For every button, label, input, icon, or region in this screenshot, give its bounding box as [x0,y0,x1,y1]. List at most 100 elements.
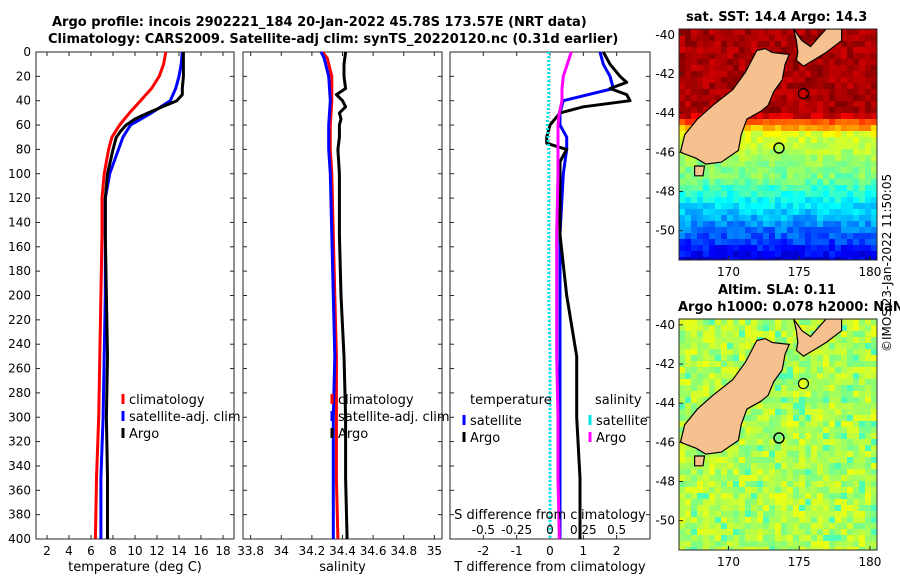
figure-title-line2: Climatology: CARS2009. Satellite-adj cli… [48,32,619,47]
difference-xtick-label: 0 [546,544,554,558]
sst-map-frame [678,28,878,261]
difference-legend: temperature satellite Argo salinity satellit… [454,393,648,537]
sst-map-panel: 170 175 180 -40 -42 -44 -46 -48 -50 [655,28,881,279]
legend-item: climatology [338,393,414,408]
temperature-series-climatology [93,51,168,540]
ytick-label: 60 [16,118,31,132]
temperature-xlabel: temperature (deg C) [68,560,202,575]
difference-xtick-label: 1 [580,544,588,558]
figure-title-line1: Argo profile: incois 2902221_184 20-Jan-… [52,15,587,30]
ytick-label: 400 [8,532,31,546]
sla-map-xtick-label: 180 [858,555,881,569]
difference-xtick-label: 2 [613,544,621,558]
legend-item: climatology [129,393,205,408]
temperature-legend: climatology satellite-adj. clim Argo [121,393,241,442]
salinity-axis-label: S difference from climatology [454,508,646,523]
argo-position-marker [773,142,785,154]
south-island-land [679,337,791,455]
legend-item: satellite-adj. clim [338,410,450,425]
salinity-xtick-label: 33.8 [237,544,264,558]
contour-ring [797,88,810,100]
difference-series-salinity-argo [555,51,573,540]
temperature-series-satellite-adj-clim [99,51,184,539]
argo-position-marker [773,432,785,444]
legend-item: satellite [470,414,522,429]
salinity-xtick-label: 34.6 [360,544,387,558]
ytick-label: 120 [8,191,31,205]
ytick-label: 300 [8,410,31,424]
sst-map-ytick-label: -46 [655,145,675,159]
ytick-label: 220 [8,313,31,327]
ytick-label: 180 [8,264,31,278]
ytick-label: 140 [8,215,31,229]
sla-map-title-line1: Altim. SLA: 0.11 [718,283,836,298]
salinity-tick-label: 0.5 [607,523,626,537]
difference-xtick-label: -2 [477,544,489,558]
sla-map-title-line2: Argo h1000: 0.078 h2000: NaN [678,300,900,315]
temperature-panel: 0 20 40 60 80 100 120 140 160 180 200 220 240 260 280 3… [8,45,235,575]
temperature-axes-frame [35,51,235,540]
sla-map-field [679,319,877,550]
salinity-tick-label: -0.5 [472,523,495,537]
sla-map-ytick-label: -50 [655,514,675,528]
ytick-label: 0 [23,45,31,59]
legend-title-temperature: temperature [470,393,552,408]
north-island-land [793,29,843,67]
salinity-xlabel: salinity [319,560,366,575]
stewart-island-land [693,455,706,467]
sst-map-field [679,29,877,260]
sla-map-ytick-label: -40 [655,318,675,332]
ytick-label: 320 [8,435,31,449]
ytick-label: 80 [16,142,31,156]
legend-item: Argo [338,427,368,442]
temperature-xtick-label: 16 [193,544,208,558]
sla-map-xtick-label: 175 [788,555,811,569]
ytick-label: 20 [16,69,31,83]
legend-item: Argo [129,427,159,442]
legend-item: Argo [470,431,500,446]
sla-map-ytick-label: -48 [655,474,675,488]
temperature-series-argo [103,52,185,539]
salinity-panel: 33.8 34 34.2 34.4 34.6 34.8 35 salinity [237,51,443,575]
contour-ring [797,378,810,390]
sla-map-ytick-label: -42 [655,357,675,371]
salinity-xtick-label: 34.4 [329,544,356,558]
difference-series-salinity-satellite [545,52,552,539]
ytick-label: 340 [8,459,31,473]
legend-item: satellite-adj. clim [129,410,241,425]
salinity-tick-label: 0.25 [570,523,597,537]
sla-map-frame [678,318,878,551]
sla-map-panel: 170 175 180 -40 -42 -44 -46 -48 -50 [655,318,881,569]
temperature-xtick-label: 18 [215,544,230,558]
ytick-label: 200 [8,289,31,303]
sst-map-ytick-label: -42 [655,67,675,81]
ytick-label: 160 [8,240,31,254]
temperature-xtick-label: 12 [149,544,164,558]
salinity-legend: climatology satellite-adj. clim Argo [330,393,450,442]
difference-series-temperature-satellite [558,51,615,539]
sst-map-ytick-label: -50 [655,224,675,238]
sst-map-ytick-label: -40 [655,28,675,42]
legend-title-salinity: salinity [595,393,642,408]
temperature-xtick-label: 6 [87,544,95,558]
sst-map-xtick-label: 175 [788,265,811,279]
temperature-xtick-label: 10 [127,544,142,558]
sst-map-ytick-label: -44 [655,106,675,120]
ytick-label: 360 [8,483,31,497]
stewart-island-land [693,165,706,177]
legend-item: satellite [596,414,648,429]
ytick-label: 100 [8,167,31,181]
salinity-xtick-label: 34 [274,544,289,558]
salinity-tick-label: -0.25 [501,523,532,537]
ytick-label: 240 [8,337,31,351]
south-island-land [679,47,791,165]
salinity-xtick-label: 34.2 [299,544,326,558]
ytick-label: 40 [16,94,31,108]
difference-panel: -2 -1 0 1 2 T difference from climatology [449,51,651,575]
salinity-series-argo [334,51,349,540]
sst-map-title: sat. SST: 14.4 Argo: 14.3 [686,10,868,25]
salinity-tick-label: 0 [546,523,554,537]
sst-map-xtick-label: 170 [717,265,740,279]
temperature-xtick-label: 14 [171,544,186,558]
